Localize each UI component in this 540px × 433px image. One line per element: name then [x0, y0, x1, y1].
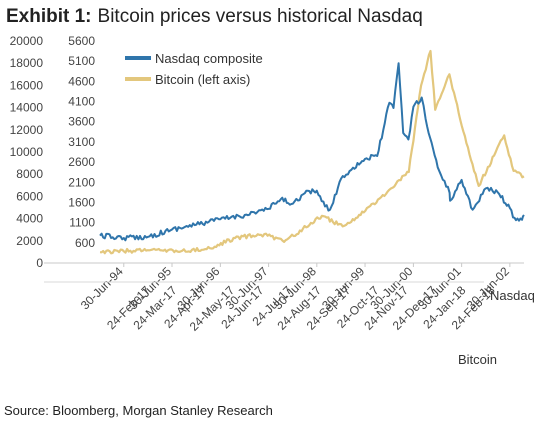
legend-label-nasdaq: Nasdaq composite — [155, 51, 263, 66]
right-axis-tick-label: 1600 — [68, 195, 95, 209]
left-axis-tick-label: 20000 — [10, 34, 44, 48]
chart-title: Exhibit 1: Bitcoin prices versus historic… — [6, 6, 423, 28]
right-axis-tick-label: 4600 — [68, 74, 95, 88]
right-axis-tick-label: 5100 — [68, 54, 95, 68]
bitcoin-axis-name: Bitcoin — [458, 352, 497, 367]
right-axis-tick-label: 5600 — [68, 34, 95, 48]
right-axis-tick-label: 3600 — [68, 115, 95, 129]
left-axis-tick-label: 12000 — [10, 123, 44, 137]
nasdaq-axis-name: Nasdaq — [490, 288, 535, 303]
left-axis-tick-label: 10000 — [10, 145, 44, 159]
left-axis-tick-label: 8000 — [16, 167, 43, 181]
chart-area: 0 2000 4000 6000 8000 10000 12000 14000 16000 180… — [10, 34, 535, 367]
left-axis-tick-label: 2000 — [16, 234, 43, 248]
legend: Nasdaq composite Bitcoin (left axis) — [125, 51, 263, 87]
right-axis-tick-label: 2600 — [68, 155, 95, 169]
nasdaq-x-tick-label: 30-Jun-94 — [78, 264, 126, 312]
bitcoin-line — [99, 49, 525, 255]
legend-label-bitcoin: Bitcoin (left axis) — [155, 72, 250, 87]
left-axis-tick-label: 18000 — [10, 56, 44, 70]
right-axis-tick-label: 3100 — [68, 135, 95, 149]
left-axis-tick-label: 16000 — [10, 78, 44, 92]
series-layer — [99, 49, 525, 255]
nasdaq-composite-line — [99, 62, 525, 242]
left-axis-tick-label: 6000 — [16, 189, 43, 203]
left-axis-tick-label: 0 — [36, 256, 43, 270]
source-note: Source: Bloomberg, Morgan Stanley Resear… — [4, 403, 273, 418]
exhibit-label: Exhibit 1: — [6, 6, 92, 27]
left-axis-tick-label: 14000 — [10, 101, 44, 115]
right-axis-tick-label: 2100 — [68, 175, 95, 189]
left-axis-tick-label: 4000 — [16, 212, 43, 226]
right-axis-tick-label: 1100 — [69, 216, 95, 230]
title-text: Bitcoin prices versus historical Nasdaq — [97, 6, 423, 27]
right-axis-tick-label: 4100 — [68, 95, 95, 109]
right-axis-tick-label: 600 — [75, 236, 95, 250]
